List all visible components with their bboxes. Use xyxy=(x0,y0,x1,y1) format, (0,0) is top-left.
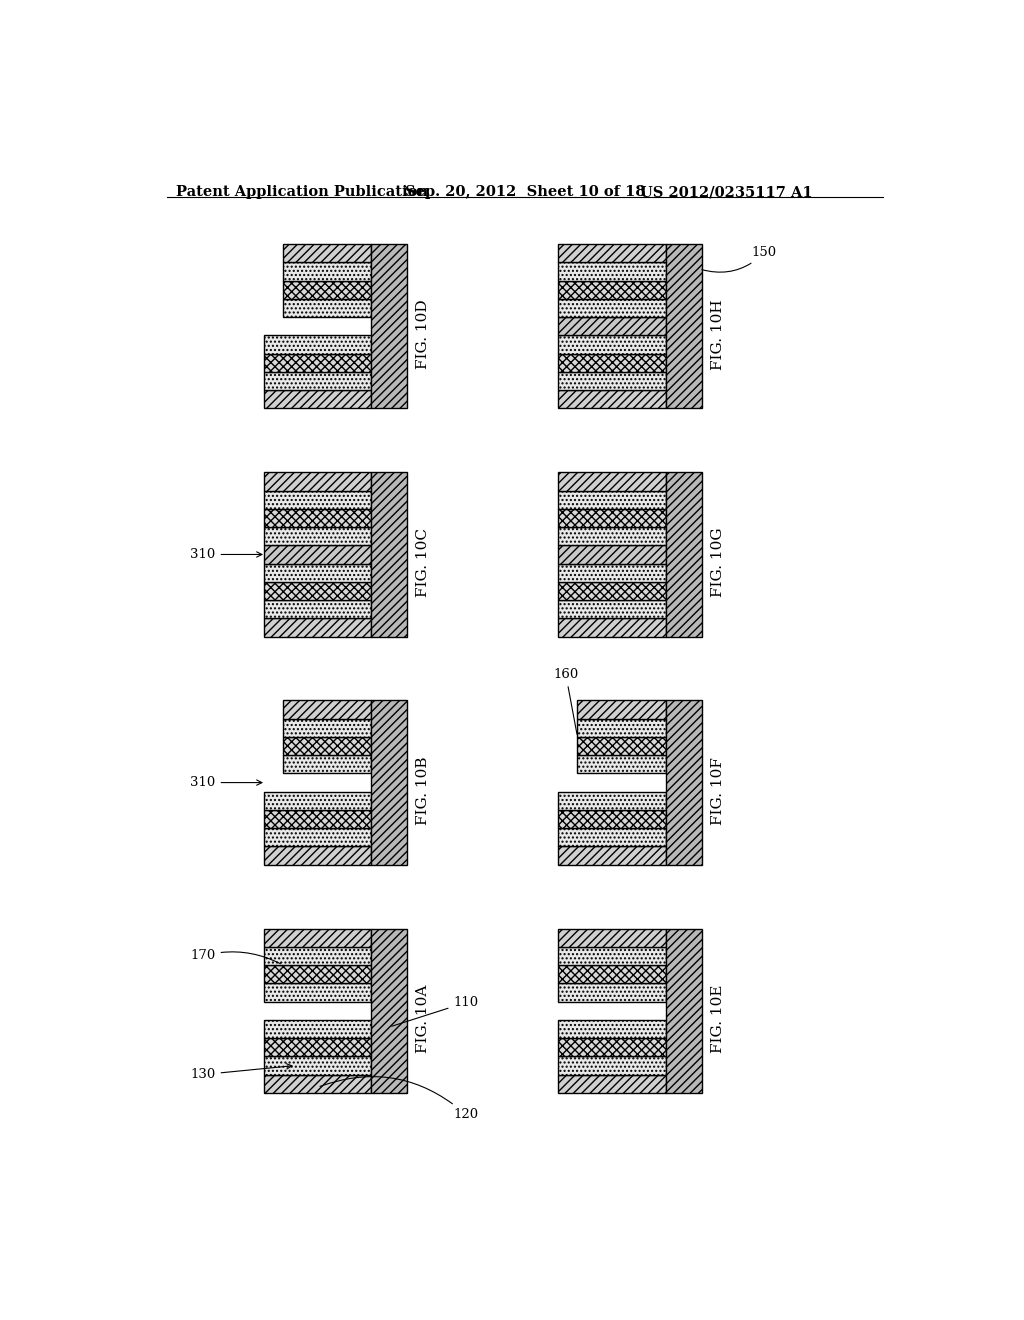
Bar xyxy=(283,300,371,317)
Bar xyxy=(666,473,701,636)
Bar xyxy=(263,601,371,618)
Bar xyxy=(558,300,666,317)
Text: 160: 160 xyxy=(553,668,579,734)
Bar xyxy=(578,701,666,718)
Bar xyxy=(578,755,666,774)
Bar xyxy=(263,354,371,372)
Bar xyxy=(263,965,371,983)
Text: FIG. 10C: FIG. 10C xyxy=(417,528,430,597)
Bar xyxy=(263,473,371,491)
Bar xyxy=(263,618,371,636)
Text: 150: 150 xyxy=(701,246,777,272)
Bar xyxy=(558,582,666,601)
Text: 310: 310 xyxy=(190,548,262,561)
Bar xyxy=(578,718,666,737)
Bar xyxy=(283,263,371,281)
Text: FIG. 10H: FIG. 10H xyxy=(711,300,725,370)
Bar xyxy=(263,1074,371,1093)
Bar xyxy=(263,828,371,846)
Bar xyxy=(283,718,371,737)
Bar xyxy=(263,527,371,545)
Bar xyxy=(558,491,666,508)
Text: FIG. 10A: FIG. 10A xyxy=(417,985,430,1053)
Bar xyxy=(558,601,666,618)
Bar xyxy=(371,701,407,865)
Bar xyxy=(578,737,666,755)
Text: 170: 170 xyxy=(190,949,281,964)
Text: FIG. 10D: FIG. 10D xyxy=(417,300,430,370)
Bar xyxy=(263,564,371,582)
Bar xyxy=(558,244,666,263)
Bar xyxy=(263,846,371,865)
Bar xyxy=(558,508,666,527)
Bar xyxy=(283,737,371,755)
Bar xyxy=(558,473,666,491)
Text: FIG. 10B: FIG. 10B xyxy=(417,756,430,825)
Text: 110: 110 xyxy=(392,997,478,1026)
Bar xyxy=(558,946,666,965)
Text: 130: 130 xyxy=(190,1064,292,1081)
Bar xyxy=(558,810,666,828)
Bar xyxy=(283,281,371,300)
Bar xyxy=(558,372,666,391)
Bar xyxy=(558,527,666,545)
Text: Patent Application Publication: Patent Application Publication xyxy=(176,185,428,199)
Text: 310: 310 xyxy=(190,776,262,789)
Bar xyxy=(371,928,407,1093)
Bar xyxy=(558,545,666,564)
Bar xyxy=(558,1038,666,1056)
Bar xyxy=(558,1056,666,1074)
Bar xyxy=(263,545,371,564)
Text: 120: 120 xyxy=(319,1077,478,1121)
Bar xyxy=(263,1038,371,1056)
Bar xyxy=(558,263,666,281)
Bar xyxy=(558,792,666,810)
Bar xyxy=(666,244,701,408)
Bar xyxy=(263,335,371,354)
Bar xyxy=(558,317,666,335)
Bar xyxy=(558,828,666,846)
Bar xyxy=(371,244,407,408)
Bar xyxy=(263,391,371,408)
Text: FIG. 10E: FIG. 10E xyxy=(711,985,725,1053)
Bar xyxy=(558,928,666,946)
Bar xyxy=(283,244,371,263)
Text: Sep. 20, 2012  Sheet 10 of 18: Sep. 20, 2012 Sheet 10 of 18 xyxy=(406,185,646,199)
Bar xyxy=(558,846,666,865)
Bar xyxy=(283,701,371,718)
Bar xyxy=(263,946,371,965)
Bar xyxy=(263,810,371,828)
Text: US 2012/0235117 A1: US 2012/0235117 A1 xyxy=(640,185,812,199)
Bar xyxy=(263,928,371,946)
Bar xyxy=(263,983,371,1002)
Bar xyxy=(558,391,666,408)
Bar xyxy=(558,618,666,636)
Bar xyxy=(263,508,371,527)
Bar xyxy=(283,755,371,774)
Bar xyxy=(558,354,666,372)
Bar xyxy=(558,983,666,1002)
Bar xyxy=(558,281,666,300)
Bar xyxy=(558,1074,666,1093)
Bar xyxy=(263,1056,371,1074)
Bar xyxy=(263,491,371,508)
Text: FIG. 10G: FIG. 10G xyxy=(711,528,725,598)
Bar xyxy=(263,372,371,391)
Bar xyxy=(666,701,701,865)
Bar xyxy=(558,965,666,983)
Bar xyxy=(558,335,666,354)
Bar xyxy=(666,928,701,1093)
Bar xyxy=(263,582,371,601)
Bar xyxy=(558,564,666,582)
Bar xyxy=(558,1020,666,1038)
Bar xyxy=(371,473,407,636)
Text: FIG. 10F: FIG. 10F xyxy=(711,756,725,825)
Bar xyxy=(263,1020,371,1038)
Bar xyxy=(263,792,371,810)
